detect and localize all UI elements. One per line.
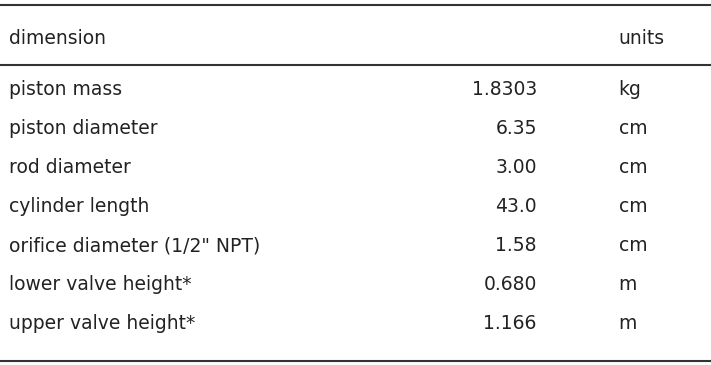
Text: 6.35: 6.35 xyxy=(496,119,537,138)
Text: upper valve height*: upper valve height* xyxy=(9,314,195,333)
Text: 1.8303: 1.8303 xyxy=(471,80,537,99)
Text: piston mass: piston mass xyxy=(9,80,122,99)
Text: cylinder length: cylinder length xyxy=(9,197,149,216)
Text: cm: cm xyxy=(619,158,647,177)
Text: dimension: dimension xyxy=(9,29,105,48)
Text: 43.0: 43.0 xyxy=(495,197,537,216)
Text: m: m xyxy=(619,275,637,294)
Text: cm: cm xyxy=(619,236,647,255)
Text: 1.58: 1.58 xyxy=(496,236,537,255)
Text: rod diameter: rod diameter xyxy=(9,158,130,177)
Text: kg: kg xyxy=(619,80,641,99)
Text: 0.680: 0.680 xyxy=(483,275,537,294)
Text: 1.166: 1.166 xyxy=(483,314,537,333)
Text: units: units xyxy=(619,29,665,48)
Text: cm: cm xyxy=(619,119,647,138)
Text: cm: cm xyxy=(619,197,647,216)
Text: m: m xyxy=(619,314,637,333)
Text: 3.00: 3.00 xyxy=(496,158,537,177)
Text: lower valve height*: lower valve height* xyxy=(9,275,191,294)
Text: orifice diameter (1/2" NPT): orifice diameter (1/2" NPT) xyxy=(9,236,260,255)
Text: piston diameter: piston diameter xyxy=(9,119,157,138)
